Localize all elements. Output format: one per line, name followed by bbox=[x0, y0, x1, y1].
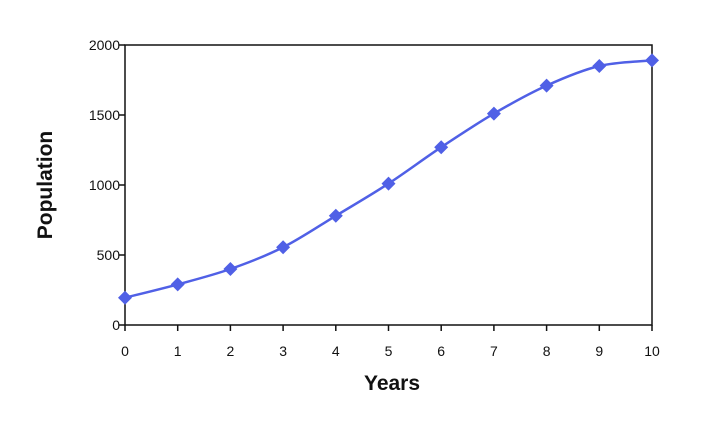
data-point-marker bbox=[276, 240, 291, 255]
x-tick-label: 0 bbox=[121, 343, 129, 359]
x-axis-ticks: 0 1 2 3 4 5 6 7 8 9 10 bbox=[121, 325, 660, 359]
y-tick-label: 1000 bbox=[89, 177, 120, 193]
x-tick-label: 6 bbox=[437, 343, 445, 359]
x-tick-label: 2 bbox=[227, 343, 235, 359]
x-tick-label: 9 bbox=[595, 343, 603, 359]
x-tick-label: 7 bbox=[490, 343, 498, 359]
data-point-marker bbox=[486, 106, 501, 121]
series-markers bbox=[118, 53, 659, 305]
y-axis-label: Population bbox=[34, 131, 57, 240]
y-axis-ticks: 0 500 1000 1500 2000 bbox=[89, 37, 125, 333]
y-tick-label: 2000 bbox=[89, 37, 120, 53]
x-axis-label: Years bbox=[364, 372, 420, 395]
data-point-marker bbox=[170, 277, 185, 292]
x-tick-label: 8 bbox=[543, 343, 551, 359]
x-tick-label: 3 bbox=[279, 343, 287, 359]
data-point-marker bbox=[328, 208, 343, 223]
data-point-marker bbox=[381, 176, 396, 191]
data-point-marker bbox=[434, 140, 449, 155]
y-tick-label: 1500 bbox=[89, 107, 120, 123]
y-tick-label: 500 bbox=[97, 247, 121, 263]
data-point-marker bbox=[539, 78, 554, 93]
data-point-marker bbox=[645, 53, 659, 68]
x-tick-label: 10 bbox=[644, 343, 660, 359]
x-tick-label: 5 bbox=[385, 343, 393, 359]
data-point-marker bbox=[592, 59, 607, 73]
x-tick-label: 4 bbox=[332, 343, 340, 359]
data-point-marker bbox=[118, 290, 132, 305]
x-tick-label: 1 bbox=[174, 343, 182, 359]
data-point-marker bbox=[223, 262, 238, 276]
y-tick-label: 0 bbox=[112, 317, 120, 333]
